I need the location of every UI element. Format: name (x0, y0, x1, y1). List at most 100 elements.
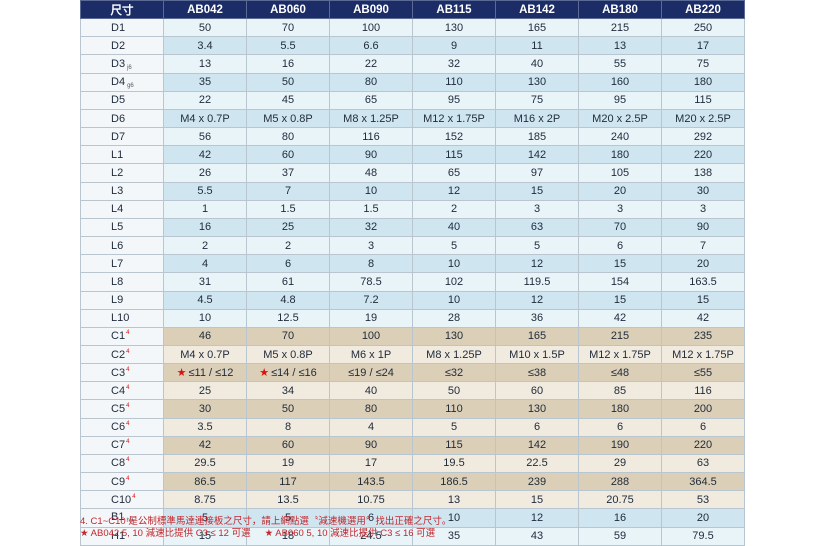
table-cell: 130 (495, 72, 579, 92)
row-label: C84 (80, 453, 164, 474)
table-row: L5 16 25 32 40 63 70 90 (80, 217, 745, 238)
table-row: D5 22 45 65 95 75 95 115 (80, 90, 745, 110)
table-cell: 25 (246, 217, 330, 238)
table-cell: 15 (163, 526, 247, 546)
label-note: 4 (132, 493, 136, 500)
row-label: C44 (80, 381, 164, 401)
row-label: L1 (80, 145, 164, 165)
table-cell: 100 (329, 18, 413, 38)
table-cell: 60 (246, 435, 330, 455)
table-cell: 70 (578, 217, 662, 238)
table-row: L3 5.5 7 10 12 15 20 30 (80, 181, 745, 201)
table-cell: 26 (163, 163, 247, 183)
table-row: C54 30 50 80 110 130 180 200 (80, 399, 745, 419)
table-cell: 22 (329, 54, 413, 74)
table-cell: 5 (163, 508, 247, 528)
table-cell: 215 (578, 18, 662, 38)
table-cell: 36 (495, 308, 579, 328)
table-cell: 240 (578, 127, 662, 147)
table-row: D1 50 70 100 130 165 215 250 (80, 18, 745, 38)
table-cell: 12 (412, 181, 496, 201)
table-cell: 117 (246, 472, 330, 492)
table-cell: 292 (661, 127, 745, 147)
table-cell: 70 (246, 326, 330, 346)
star: ★ (259, 367, 270, 380)
label-text: D1 (111, 21, 126, 34)
table-cell: 20 (661, 508, 745, 528)
label-text: D4 (111, 75, 126, 88)
table-cell: 75 (661, 54, 745, 74)
table-cell: 79.5 (661, 526, 745, 546)
table-cell: 20 (661, 254, 745, 274)
table-cell: 364.5 (661, 472, 745, 492)
table-cell: 60 (495, 381, 579, 401)
label-subscript: g6 (127, 82, 134, 89)
label-text: L5 (111, 221, 124, 234)
spec-table: 尺寸 AB042 AB060 AB090 AB115 AB142 AB180 AB220 D1… (80, 0, 745, 546)
table-cell: 34 (246, 381, 330, 401)
table-cell: ★ ≤14 / ≤16 (246, 363, 330, 383)
label-text: L7 (111, 257, 124, 270)
table-cell: 116 (329, 127, 413, 147)
table-cell: ≤19 / ≤24 (329, 363, 413, 383)
footnote-items: ★ AB042 5, 10 減速比提供 C3 ≤ 12 可選 ★ AB060 5,… (80, 528, 451, 540)
table-cell: 42 (578, 308, 662, 328)
table-row: C74 42 60 90 115 142 190 220 (80, 435, 745, 455)
table-cell: 42 (163, 145, 247, 165)
table-cell: 80 (329, 72, 413, 92)
table-row: C14 46 70 100 130 165 215 235 (80, 326, 745, 346)
table-cell: M4 x 0.7P (163, 108, 247, 129)
table-cell: 20.75 (578, 490, 662, 510)
label-note: 4 (126, 366, 130, 373)
label-note: 4 (126, 439, 130, 446)
table-cell: 32 (329, 217, 413, 238)
table-cell: 28 (412, 308, 496, 328)
table-cell: 22 (163, 90, 247, 110)
table-row: L2 26 37 48 65 97 105 138 (80, 163, 745, 183)
table-cell: 30 (163, 399, 247, 419)
table-cell: 95 (412, 90, 496, 110)
table-cell: 143.5 (329, 472, 413, 492)
footnotes: 4. C1~C10 是公制標準馬達連接板之尺寸，請上網點選〝減速機選用〞找出正確… (80, 516, 451, 540)
row-label: C24 (80, 344, 164, 365)
label-text: L10 (111, 312, 130, 325)
label-text: D7 (111, 130, 126, 143)
table-cell: 80 (329, 399, 413, 419)
label-text: L9 (111, 294, 124, 307)
table-cell: 86.5 (163, 472, 247, 492)
label-note: 4 (126, 457, 130, 464)
table-cell: 130 (412, 18, 496, 38)
table-cell: 3.4 (163, 36, 247, 56)
table-row: D6 M4 x 0.7P M5 x 0.8P M8 x 1.25P M12 x 1.75… (80, 108, 745, 129)
table-cell: 138 (661, 163, 745, 183)
table-row: L4 1 1.5 1.5 2 3 3 3 (80, 199, 745, 219)
table-cell: 4.5 (163, 290, 247, 310)
header-cell: AB115 (412, 0, 496, 20)
row-label: C54 (80, 399, 164, 419)
table-cell: 18 (246, 526, 330, 546)
table-cell: 9 (412, 36, 496, 56)
row-label: L3 (80, 181, 164, 201)
table-row: C64 3.5 8 4 5 6 6 6 (80, 417, 745, 437)
table-cell: 31 (163, 272, 247, 292)
header-cell: AB090 (329, 0, 413, 20)
table-cell: 110 (412, 72, 496, 92)
header-row: 尺寸 AB042 AB060 AB090 AB115 AB142 AB180 AB220 (80, 0, 745, 20)
table-cell: 6 (661, 417, 745, 437)
table-cell: 1 (163, 199, 247, 219)
table-cell: 4.8 (246, 290, 330, 310)
table-cell: 3 (661, 199, 745, 219)
label-text: C10 (111, 493, 132, 506)
table-row: H1 15 18 24.5 35 43 59 79.5 (80, 526, 745, 546)
table-cell: M20 x 2.5P (661, 108, 745, 129)
table-row: B1 h9 5 5 6 10 12 16 20 (80, 508, 745, 528)
table-row: L9 4.5 4.8 7.2 10 12 15 15 (80, 290, 745, 310)
row-label: L10 (80, 308, 164, 328)
table-cell: 220 (661, 145, 745, 165)
table-cell: 10.75 (329, 490, 413, 510)
table-cell: ★ ≤11 / ≤12 (163, 363, 247, 383)
table-cell: M12 x 1.75P (412, 108, 496, 129)
label-text: C8 (111, 457, 126, 470)
row-label: D5 (80, 90, 164, 110)
cell-text: ≤11 / ≤12 (188, 367, 234, 380)
